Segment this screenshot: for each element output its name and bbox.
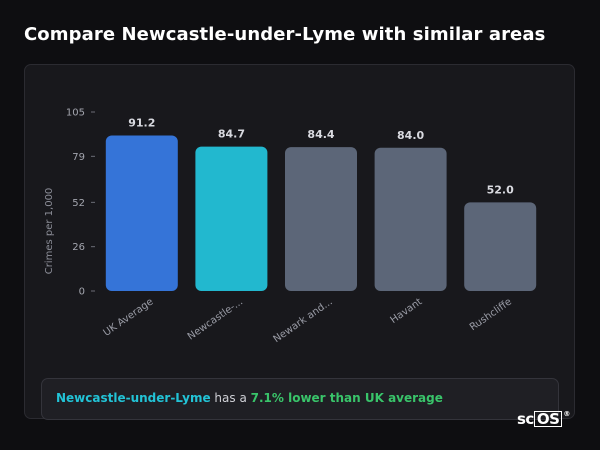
- brand-logo: sc OS ®: [517, 410, 570, 428]
- brand-registered-mark: ®: [563, 410, 570, 418]
- bar[interactable]: [285, 147, 357, 291]
- bar[interactable]: [195, 146, 268, 291]
- y-tick-label: 52: [72, 198, 85, 209]
- chart-area: 0 26 52 79 105 91.2 UK Average 84.7 Newcastle-.…: [25, 65, 576, 365]
- y-tick-label: 26: [72, 242, 85, 253]
- comparison-card: 0 26 52 79 105 91.2 UK Average 84.7 Newcastle-.…: [24, 64, 576, 420]
- y-tick-label: 79: [72, 152, 85, 163]
- bar[interactable]: [464, 202, 537, 291]
- callout-delta: 7.1% lower than UK average: [250, 391, 443, 405]
- callout-connector-text: has a: [210, 391, 251, 405]
- y-tick-label: 105: [66, 108, 85, 119]
- x-category-label: Rushcliffe: [468, 296, 514, 333]
- x-category-label: UK Average: [102, 296, 156, 338]
- bar-value-label: 52.0: [487, 183, 514, 196]
- x-category-label: Newcastle-...: [186, 296, 245, 342]
- brand-prefix: sc: [517, 410, 534, 428]
- x-category-label: Havant: [389, 296, 425, 326]
- x-category-label: Newark and...: [272, 296, 335, 345]
- brand-boxed: OS: [533, 411, 563, 427]
- y-axis-label: Crimes per 1,000: [44, 188, 55, 275]
- bar-value-label: 84.0: [397, 129, 424, 142]
- bar[interactable]: [105, 135, 178, 291]
- page-title: Compare Newcastle-under-Lyme with simila…: [24, 24, 546, 45]
- bar-value-label: 84.4: [307, 128, 334, 141]
- bar-value-label: 91.2: [128, 117, 155, 130]
- comparison-callout: Newcastle-under-Lyme has a 7.1% lower th…: [41, 378, 559, 420]
- bar-chart: 0 26 52 79 105 91.2 UK Average 84.7 Newcastle-.…: [44, 108, 537, 345]
- callout-area-name: Newcastle-under-Lyme: [56, 391, 211, 405]
- bar-value-label: 84.7: [218, 128, 245, 141]
- y-tick-label: 0: [79, 287, 85, 298]
- bar[interactable]: [374, 147, 447, 291]
